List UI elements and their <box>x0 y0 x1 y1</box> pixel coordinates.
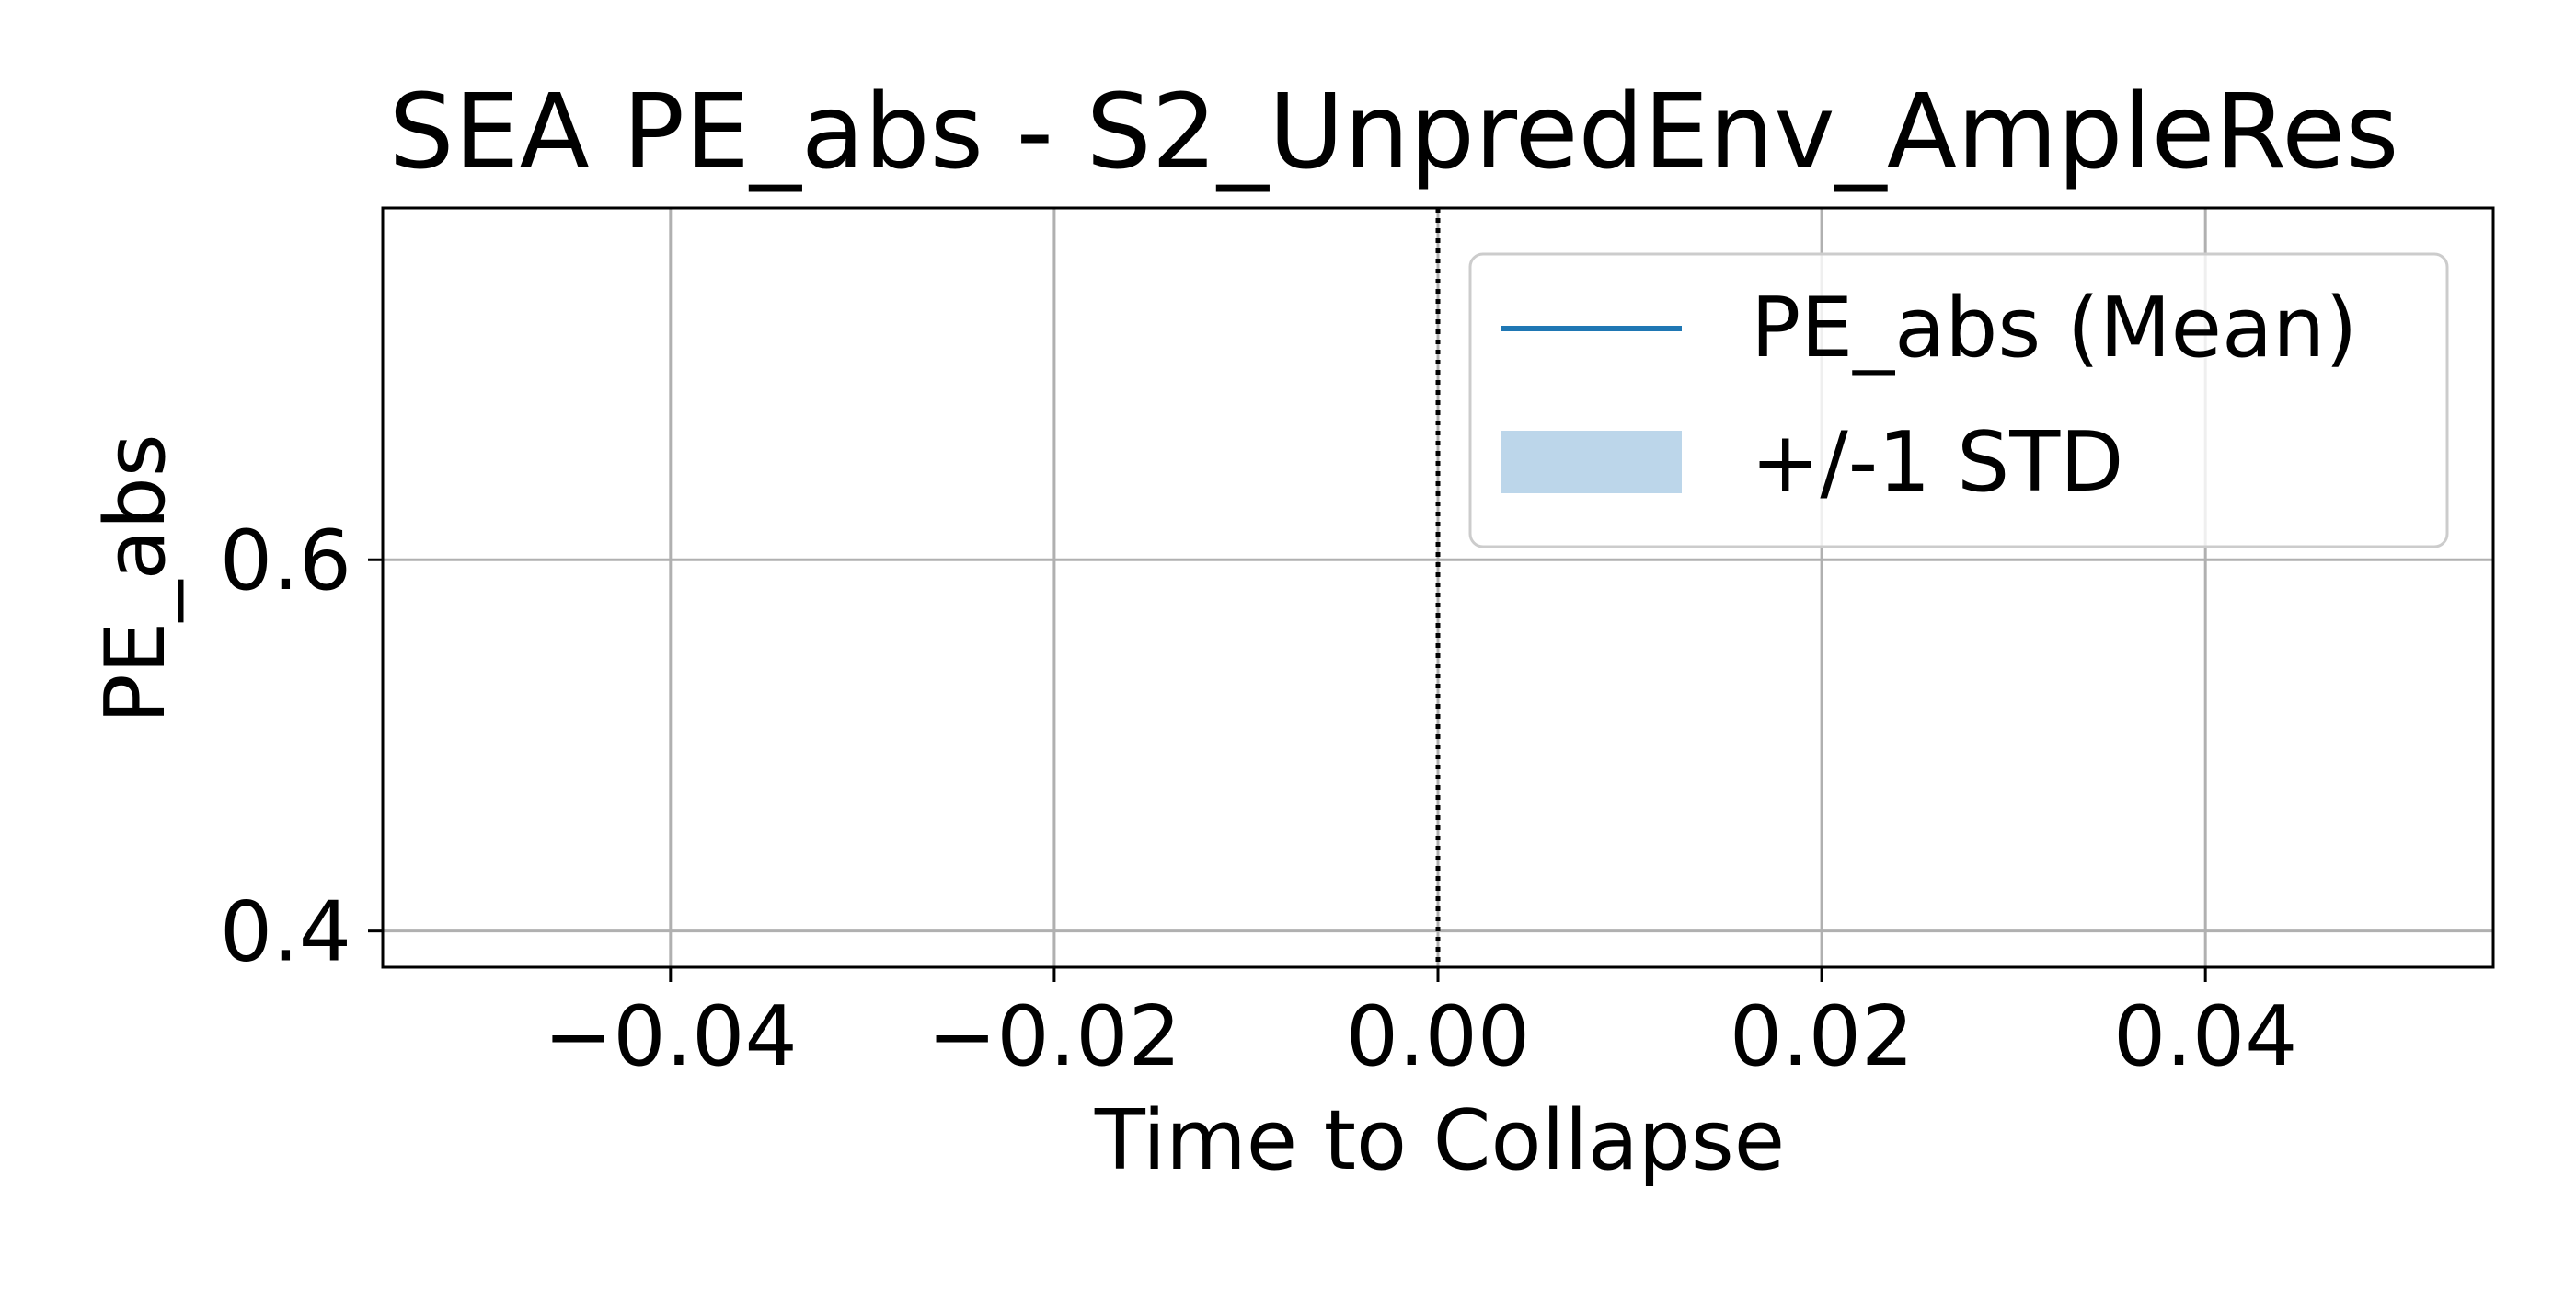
y-tick-label: 0.6 <box>220 513 351 609</box>
chart-title: SEA PE_abs - S2_UnpredEnv_AmpleRes <box>389 73 2399 192</box>
legend: PE_abs (Mean) +/-1 STD <box>1468 252 2449 548</box>
x-axis-ticks: −0.04 −0.02 0.00 0.02 0.04 <box>544 967 2297 1085</box>
y-axis-ticks: 0.4 0.6 <box>220 513 383 981</box>
legend-box <box>1468 252 2449 548</box>
x-tick-label: 0.00 <box>1346 988 1530 1085</box>
x-tick-label: −0.04 <box>544 988 798 1085</box>
legend-std-swatch <box>1501 431 1682 493</box>
y-tick-label: 0.4 <box>220 884 351 981</box>
x-tick-label: −0.02 <box>927 988 1181 1085</box>
x-tick-label: 0.02 <box>1730 988 1914 1085</box>
legend-mean-label: PE_abs (Mean) <box>1751 280 2357 376</box>
legend-std-label: +/-1 STD <box>1751 414 2123 511</box>
x-tick-label: 0.04 <box>2113 988 2297 1085</box>
x-axis-label: Time to Collapse <box>1094 1092 1785 1189</box>
y-axis-label: PE_abs <box>87 433 184 723</box>
